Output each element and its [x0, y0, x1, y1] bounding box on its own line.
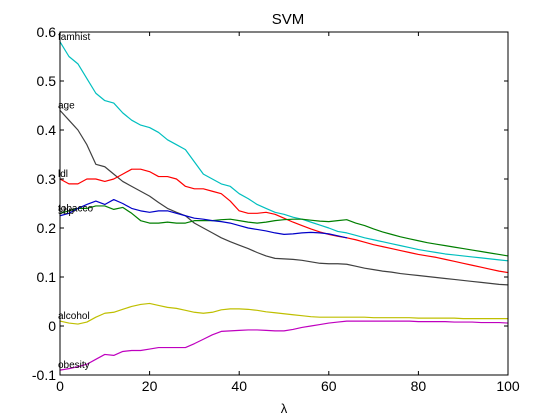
series-label-age: age [58, 100, 75, 111]
series-lines [59, 41, 509, 371]
series-label-obesity: obesity [58, 360, 90, 371]
series-label-famhist: famhist [58, 32, 90, 43]
series-line-age [59, 109, 509, 286]
y-tick-label: -0.1 [32, 367, 56, 383]
plot-area-frame [59, 31, 509, 376]
y-tick-label: 0.5 [37, 73, 57, 89]
y-tick-label: 0 [48, 318, 56, 334]
series-label-tobacco: tobacco [58, 203, 93, 214]
series-line-alcohol [59, 302, 509, 325]
x-tick-label: 40 [231, 378, 247, 394]
y-tick-label: 0.1 [37, 269, 57, 285]
chart-title: SVM [272, 11, 305, 28]
series-line-famhist [59, 41, 509, 262]
x-tick-label: 80 [411, 378, 427, 394]
y-tick-label: 0.2 [37, 220, 57, 236]
y-tick-label: 0.4 [37, 122, 57, 138]
series-line-tobacco [59, 205, 509, 257]
series-line-ldl [59, 168, 509, 274]
series-line-obesity [59, 320, 509, 371]
x-tick-label: 100 [496, 378, 520, 394]
series-label-sbp: sbp [58, 206, 75, 217]
x-tick-label: 20 [142, 378, 158, 394]
series-label-alcohol: alcohol [58, 311, 90, 322]
y-axis-ticks: -0.1 0 0.1 0.2 0.3 0.4 0.5 0.6 [32, 24, 508, 383]
x-axis-label: λ [281, 401, 288, 416]
series-label-ldl: ldl [58, 169, 68, 180]
y-tick-label: 0.6 [37, 24, 57, 40]
series-line-sbp [59, 198, 348, 239]
x-tick-label: 0 [56, 378, 64, 394]
y-tick-label: 0.3 [37, 171, 57, 187]
x-tick-label: 60 [321, 378, 337, 394]
